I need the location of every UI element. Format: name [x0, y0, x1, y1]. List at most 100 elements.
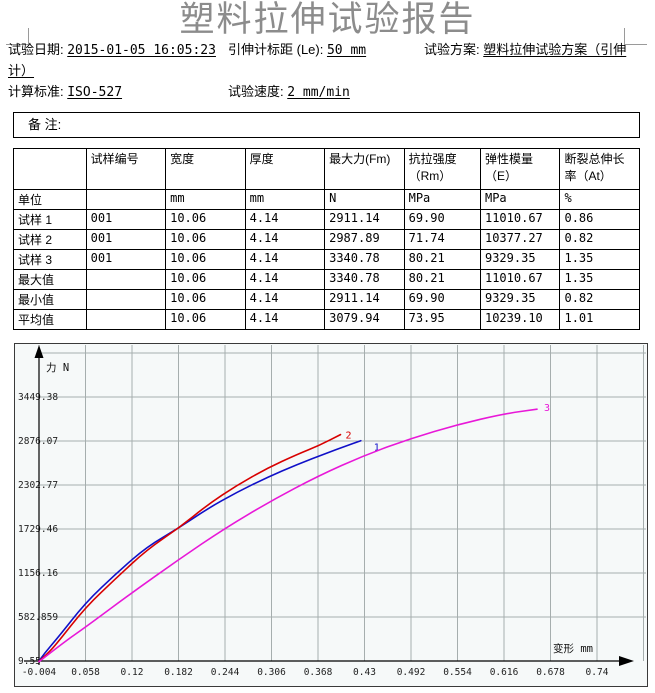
table-cell: 10377.27 — [479, 229, 561, 250]
table-row: 最小值 10.06 4.14 2911.14 69.90 9329.35 0.82 — [13, 289, 640, 310]
table-cell — [85, 309, 167, 330]
page-title: 塑料拉伸试验报告 — [179, 0, 476, 39]
table-cell: 4.14 — [244, 289, 326, 310]
table-cell: 3340.78 — [324, 269, 405, 290]
x-tick-label: 0.678 — [536, 667, 565, 678]
table-cell: 10.06 — [165, 229, 246, 250]
table-cell: 平均值 — [13, 309, 87, 330]
table-header-cell: 最大力(Fm) — [324, 148, 405, 190]
table-header-cell: 抗拉强度 （Rm） — [403, 148, 481, 190]
y-axis-title: 力 N — [46, 361, 69, 374]
table-cell: 9329.35 — [479, 249, 561, 270]
table-cell: 1.35 — [559, 269, 640, 290]
table-cell: 001 — [85, 249, 167, 270]
table-row: 平均值 10.06 4.14 3079.94 73.95 10239.10 1.01 — [13, 309, 640, 330]
table-cell: 69.90 — [403, 289, 481, 310]
table-cell: 4.14 — [244, 309, 326, 330]
table-row: 最大值 10.06 4.14 3340.78 80.21 11010.67 1.35 — [13, 269, 640, 290]
x-tick-label: 0.492 — [397, 667, 426, 678]
table-cell: 10.06 — [165, 289, 246, 310]
table-row: 试样 2 001 10.06 4.14 2987.89 71.74 10377.27 0.82 — [13, 229, 640, 250]
x-tick-label: 0.12 — [121, 667, 144, 678]
table-cell: 11010.67 — [479, 269, 561, 290]
table-header-cell: 弹性模量 （E） — [479, 148, 561, 190]
table-cell: 1.35 — [559, 249, 640, 270]
field-calc-standard: 计算标准: ISO-527 — [8, 81, 122, 100]
table-cell: 69.90 — [403, 209, 481, 230]
margin-corner-mark-right — [624, 28, 647, 45]
table-header-cell: 试样编号 — [85, 148, 167, 190]
table-cell: 2911.14 — [324, 289, 405, 310]
table-cell: 试样 2 — [13, 229, 87, 250]
y-tick-label: 1156.16 — [18, 568, 58, 579]
table-cell: 最大值 — [13, 269, 87, 290]
field-test-speed: 试验速度: 2 mm/min — [228, 81, 350, 100]
field-test-scheme: 试验方案: 塑料拉伸试验方案（引伸 — [424, 39, 626, 58]
y-tick-label: 582.859 — [18, 612, 58, 623]
table-header-cell: 宽度 — [165, 148, 246, 190]
field-test-date-value: 2015-01-05 16:05:23 — [67, 43, 216, 58]
table-cell: 80.21 — [403, 269, 481, 290]
table-cell: mm — [244, 189, 326, 210]
x-tick-label: 0.182 — [164, 667, 193, 678]
curve-label: 2 — [346, 431, 352, 442]
table-cell: 10239.10 — [479, 309, 561, 330]
field-test-scheme-wrap: 计） — [8, 60, 34, 79]
table-cell — [85, 269, 167, 290]
field-test-speed-value: 2 mm/min — [287, 85, 350, 100]
y-tick-label: 1729.46 — [18, 524, 58, 535]
table-cell: mm — [165, 189, 246, 210]
table-row: 单位 mm mm N MPa MPa% — [13, 189, 640, 210]
table-cell: 4.14 — [244, 229, 326, 250]
margin-corner-mark-left — [6, 28, 29, 45]
x-tick-label: 0.244 — [211, 667, 240, 678]
table-cell: MPa — [403, 189, 481, 210]
force-deformation-chart: 9.55582.8591156.161729.462302.772876.073… — [18, 345, 646, 678]
field-extensometer-gauge-label: 引伸计标距 (Le): — [228, 42, 327, 57]
y-axis-arrow-icon — [34, 345, 44, 358]
table-cell: 10.06 — [165, 249, 246, 270]
field-test-scheme-value-line1: 塑料拉伸试验方案（引伸 — [483, 43, 627, 58]
table-cell: 3340.78 — [324, 249, 405, 270]
table-cell: 10.06 — [165, 209, 246, 230]
field-extensometer-gauge: 引伸计标距 (Le): 50 mm — [228, 39, 366, 58]
table-header-cell: 厚度 — [244, 148, 326, 190]
table-cell: 4.14 — [244, 269, 326, 290]
curve-label: 1 — [374, 443, 380, 454]
table-cell: 1.01 — [559, 309, 640, 330]
results-table-body: 单位 mm mm N MPa MPa% 试样 1 001 10.06 4.14 2911.14 69.… — [13, 189, 640, 330]
x-tick-label: 0.554 — [443, 667, 472, 678]
table-cell: 001 — [85, 209, 167, 230]
table-cell: 71.74 — [403, 229, 481, 250]
table-cell: 4.14 — [244, 209, 326, 230]
table-cell: MPa — [479, 189, 561, 210]
table-cell: 80.21 — [403, 249, 481, 270]
field-calc-standard-value: ISO-527 — [67, 85, 123, 100]
table-cell: 0.86 — [559, 209, 640, 230]
curve-label: 3 — [544, 403, 550, 414]
x-tick-label: 0.058 — [71, 667, 100, 678]
x-axis-arrow-icon — [619, 656, 634, 666]
table-cell: 10.06 — [165, 269, 246, 290]
table-cell: 2987.89 — [324, 229, 405, 250]
table-row: 试样 1 001 10.06 4.14 2911.14 69.90 11010.67 0.86 — [13, 209, 640, 230]
field-calc-standard-label: 计算标准: — [8, 84, 68, 99]
table-cell: 单位 — [13, 189, 87, 210]
results-table-head: 试样编号 宽度 厚度 最大力(Fm) 抗拉强度 （Rm） 弹性模量 （E） 断裂总伸长 率（At） — [13, 148, 640, 190]
x-tick-label: 0.43 — [353, 667, 376, 678]
table-cell: 最小值 — [13, 289, 87, 310]
x-tick-label: -0.004 — [22, 667, 57, 678]
table-row: 试样 3 001 10.06 4.14 3340.78 80.21 9329.35 1.35 — [13, 249, 640, 270]
remarks-box: 备 注: — [13, 112, 640, 138]
field-test-date-label: 试验日期: — [8, 42, 68, 57]
x-axis-title: 变形 mm — [553, 642, 593, 655]
field-test-speed-label: 试验速度: — [228, 84, 288, 99]
chart-container: 9.55 582.859 1156.16 1729.46 2302.77 2876.07 3… — [14, 343, 648, 687]
results-table: 试样编号 宽度 厚度 最大力(Fm) 抗拉强度 （Rm） 弹性模量 （E） 断裂总伸长 率（At）… — [13, 148, 640, 330]
curve-specimen-3 — [38, 408, 538, 663]
x-tick-label: 0.74 — [586, 667, 609, 678]
field-test-scheme-value-line2: 计） — [8, 64, 35, 79]
table-cell: 0.82 — [559, 229, 640, 250]
curve-specimen-2 — [38, 433, 342, 663]
x-tick-label: 0.616 — [490, 667, 519, 678]
